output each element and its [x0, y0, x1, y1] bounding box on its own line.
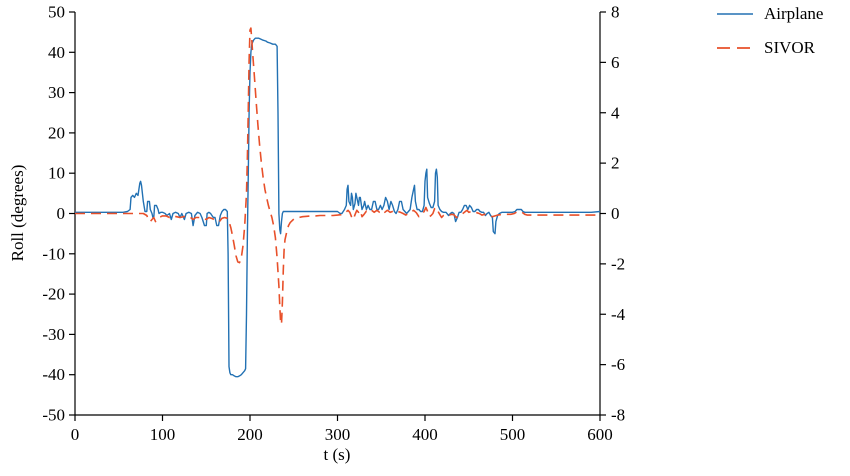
left-tick-label: -50: [42, 406, 65, 425]
left-tick-label: 10: [48, 164, 65, 183]
left-tick-label: -20: [42, 285, 65, 304]
right-tick-label: 4: [611, 103, 620, 122]
legend-label-sivor: SIVOR: [764, 38, 816, 57]
legend-label-airplane: Airplane: [764, 4, 824, 23]
sivor-series-line: [75, 27, 600, 326]
left-tick-label: -30: [42, 325, 65, 344]
airplane-line-icon: [717, 13, 753, 15]
left-tick-label: 20: [48, 123, 65, 142]
left-tick-label: -10: [42, 244, 65, 263]
left-tick-label: 0: [57, 204, 66, 223]
sivor-dashed-line-icon: [717, 47, 753, 49]
x-axis-title: t (s): [323, 445, 351, 464]
x-tick-label: 0: [71, 425, 80, 444]
x-tick-label: 200: [237, 425, 263, 444]
x-tick-label: 600: [587, 425, 613, 444]
right-tick-label: -8: [611, 406, 625, 425]
x-tick-label: 500: [500, 425, 526, 444]
right-tick-label: -4: [611, 305, 626, 324]
left-tick-label: 40: [48, 43, 65, 62]
left-tick-label: -40: [42, 365, 65, 384]
left-tick-label: 30: [48, 83, 65, 102]
x-tick-label: 300: [325, 425, 351, 444]
right-tick-label: -2: [611, 254, 625, 273]
chart-legend: Airplane SIVOR: [716, 2, 848, 70]
right-tick-label: 8: [611, 3, 620, 22]
y-axis-title: Roll (degrees): [8, 164, 27, 262]
right-tick-label: -6: [611, 355, 625, 374]
right-tick-label: 0: [611, 204, 620, 223]
airplane-series-line: [75, 37, 601, 378]
left-tick-label: 50: [48, 3, 65, 22]
legend-item-sivor: SIVOR: [716, 36, 848, 60]
right-tick-label: 6: [611, 53, 620, 72]
x-tick-label: 400: [412, 425, 438, 444]
legend-item-airplane: Airplane: [716, 2, 848, 26]
x-tick-label: 100: [150, 425, 176, 444]
right-tick-label: 2: [611, 154, 620, 173]
